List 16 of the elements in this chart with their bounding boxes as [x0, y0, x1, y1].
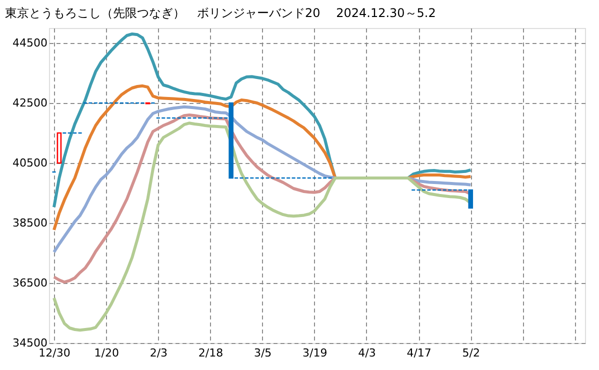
y-tick-label: 42500: [12, 96, 48, 110]
chart-title: 東京とうもろこし（先限つなぎ） ボリンジャーバンド20 2024.12.30～5.2: [5, 6, 436, 20]
x-tick-label: 2/18: [198, 346, 224, 360]
y-tick-label: 38500: [12, 216, 48, 230]
y-tick-label: 44500: [12, 36, 48, 50]
y-tick-label: 36500: [12, 276, 48, 290]
x-tick-label: 5/2: [462, 346, 480, 360]
x-tick-label: 12/30: [38, 346, 70, 360]
y-tick-label: 40500: [12, 156, 48, 170]
x-tick-label: 4/3: [358, 346, 376, 360]
x-tick-label: 1/20: [94, 346, 119, 360]
x-tick-label: 2/3: [150, 346, 168, 360]
x-tick-label: 4/17: [406, 346, 432, 360]
x-tick-label: 3/5: [254, 346, 272, 360]
x-tick-label: 3/19: [302, 346, 328, 360]
y-tick-label: 34500: [12, 336, 48, 350]
